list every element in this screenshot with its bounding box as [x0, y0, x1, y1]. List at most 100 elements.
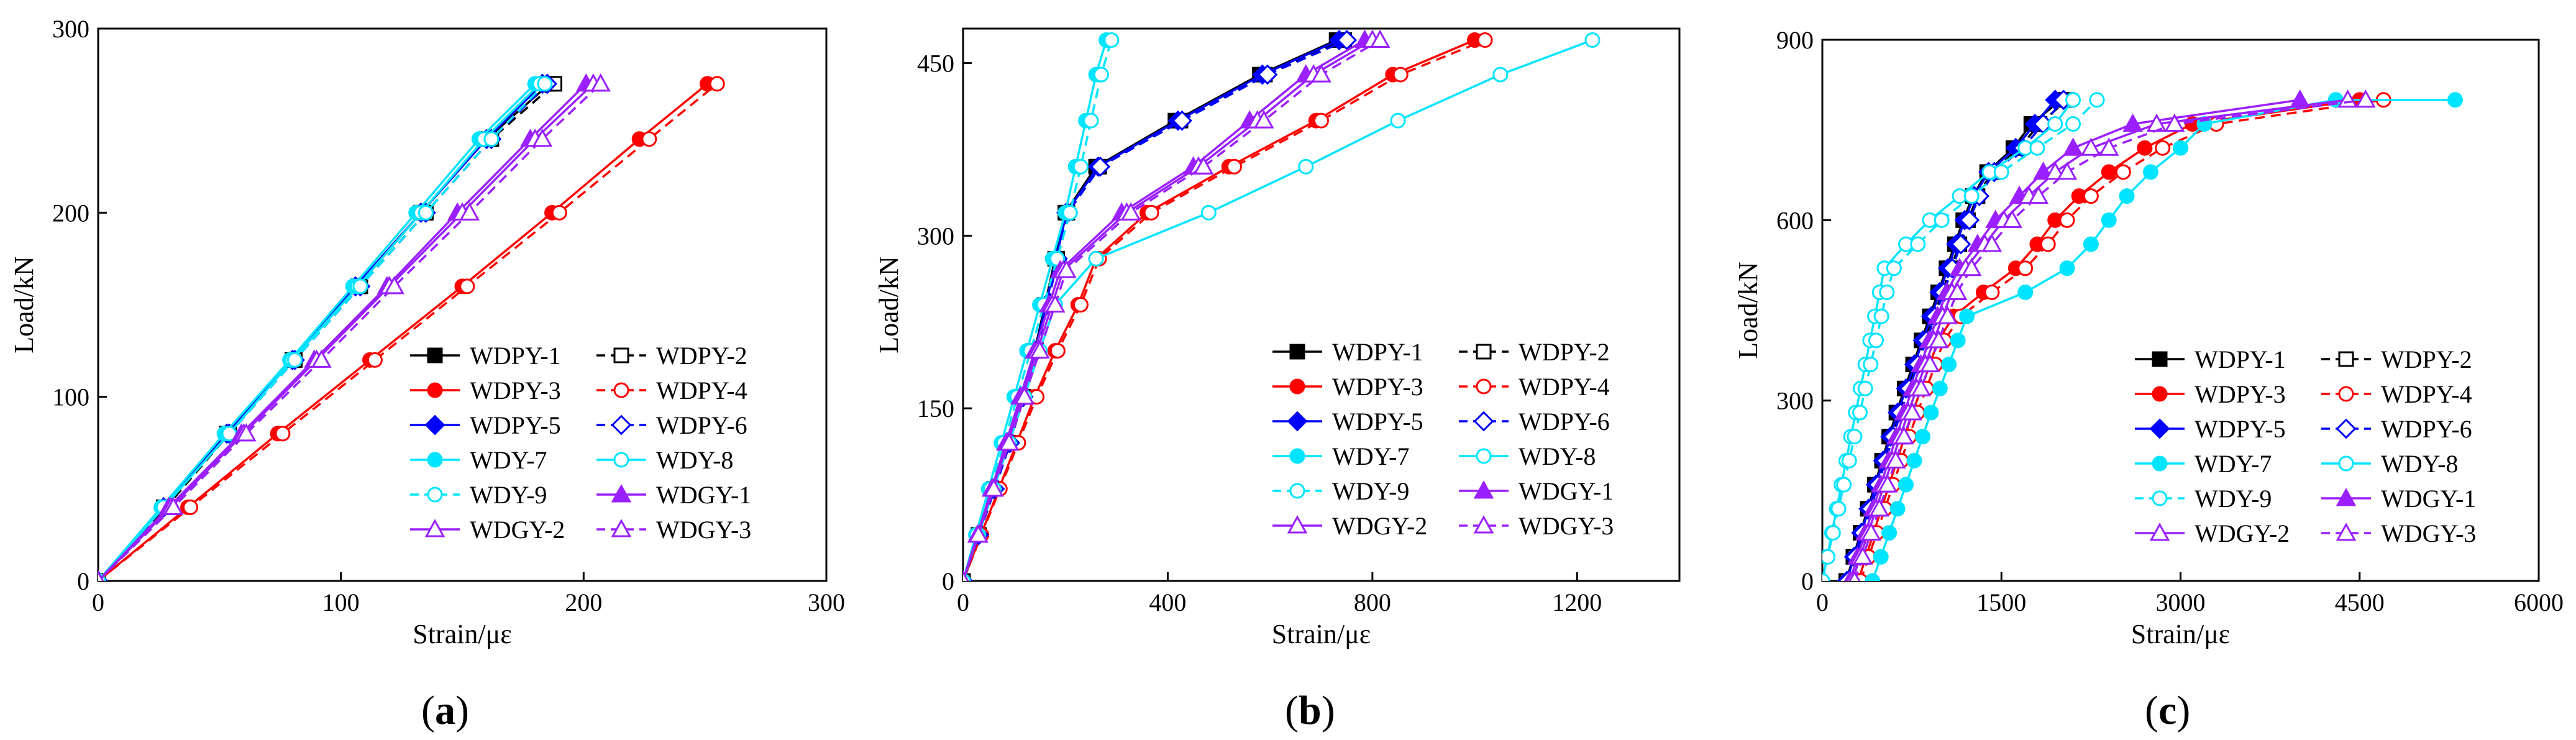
data-point	[1072, 158, 1089, 175]
legend-item: WDPY-6	[2321, 415, 2472, 443]
legend-marker	[1473, 515, 1494, 534]
plot-area	[98, 73, 725, 581]
data-point	[1257, 64, 1278, 85]
data-point	[1950, 332, 1966, 349]
plot-frame	[962, 27, 1681, 582]
data-point	[163, 496, 184, 515]
data-point	[1961, 257, 1982, 276]
data-point	[1030, 340, 1050, 359]
legend-item: WDPY-3	[410, 377, 561, 404]
data-point	[2083, 188, 2099, 204]
legend-label: WDY-7	[2195, 450, 2272, 478]
legend-item: WDPY-5	[410, 411, 561, 439]
plot-area	[963, 29, 1601, 581]
panel-letter: a	[435, 688, 455, 733]
legend-label: WDPY-4	[656, 377, 747, 404]
data-point	[1865, 573, 1881, 581]
legend-item: WDPY-4	[2321, 380, 2472, 408]
legend-label: WDGY-1	[2381, 485, 2476, 513]
data-point	[1984, 284, 2000, 300]
y-tick-label: 600	[1776, 206, 1814, 234]
legend-label: WDPY-3	[470, 377, 561, 404]
x-tick-label: 0	[92, 588, 104, 616]
legend-item: WDY-8	[596, 446, 733, 474]
data-point	[2115, 164, 2131, 180]
panel-label: (c)	[2145, 688, 2190, 733]
chart-panel-a: 0 100 200 300 0 100 200 300 Strain/με Load/kN WDPY…	[9, 15, 845, 733]
data-point	[2164, 113, 2185, 132]
legend-item: WDPY-1	[410, 342, 561, 370]
legend-item: WDGY-3	[2321, 519, 2476, 547]
data-point	[1902, 402, 1923, 421]
data-point	[2063, 137, 2083, 156]
data-point	[551, 204, 567, 221]
legend-item: WDGY-3	[1459, 512, 1614, 540]
chart-panel-c: 0 1500 3000 4500 6000 0 300 600 900 Strain/με Load…	[1733, 26, 2564, 733]
series-wdgy-3	[1848, 89, 2376, 581]
data-point	[286, 352, 303, 368]
y-tick-label: 0	[77, 567, 89, 595]
data-point	[1044, 294, 1066, 313]
series-wdy-7	[1865, 92, 2463, 581]
legend-item: WDY-7	[2135, 450, 2272, 478]
data-point	[1869, 498, 1889, 517]
legend-item: WDY-8	[1459, 442, 1596, 470]
data-point	[1852, 404, 1868, 421]
legend-item: WDPY-5	[2135, 415, 2286, 443]
legend-marker	[427, 486, 443, 503]
series-wdy-9	[1822, 92, 2105, 581]
data-point	[1193, 156, 1214, 175]
data-point	[2028, 185, 2049, 204]
legend-marker	[611, 519, 632, 537]
legend-label: WDY-9	[470, 481, 547, 509]
legend-marker	[1289, 448, 1305, 464]
x-tick-label: 6000	[2514, 588, 2564, 616]
data-point	[2002, 209, 2022, 228]
data-point	[1941, 357, 1957, 373]
data-point	[2065, 116, 2081, 132]
legend-item: WDPY-3	[2135, 380, 2286, 408]
data-point	[311, 349, 332, 368]
data-point	[2033, 162, 2053, 180]
data-point	[2045, 162, 2066, 180]
series-line	[1853, 99, 2366, 581]
legend-marker	[427, 382, 443, 398]
data-point	[1947, 281, 1968, 300]
data-point	[1836, 477, 1852, 493]
data-point	[1911, 378, 1932, 396]
data-point	[1313, 112, 1329, 129]
legend-label: WDGY-2	[2195, 519, 2290, 547]
legend-label: WDPY-1	[1332, 338, 1423, 366]
data-point	[1172, 110, 1192, 131]
data-point	[459, 278, 475, 295]
legend: WDPY-1 WDPY-2 WDPY-3 WDPY-4 WDPY-5 WDPY-6 WDY-…	[410, 342, 751, 544]
data-point	[1873, 549, 1889, 565]
data-point	[2101, 212, 2117, 228]
series-wdpy-4	[98, 76, 725, 581]
data-point	[2047, 116, 2063, 132]
data-point	[1923, 404, 1939, 421]
x-tick-label: 200	[565, 588, 602, 616]
legend-item: WDY-7	[1272, 442, 1409, 470]
plot-area	[1822, 89, 2463, 581]
legend-item: WDGY-2	[2135, 519, 2290, 547]
legend-marker	[1476, 344, 1492, 360]
y-tick-label: 100	[52, 383, 89, 411]
legend-item: WDPY-4	[596, 377, 747, 404]
legend-label: WDPY-5	[1332, 408, 1423, 436]
x-tick-label: 100	[322, 588, 360, 616]
data-point	[1477, 32, 1493, 48]
legend-label: WDGY-2	[1332, 512, 1427, 540]
data-point	[2029, 140, 2045, 156]
data-point	[1959, 209, 1980, 231]
data-point	[2017, 284, 2034, 300]
legend-marker	[2338, 386, 2354, 402]
legend-item: WDGY-2	[1272, 512, 1427, 540]
data-point	[1200, 204, 1217, 221]
legend: WDPY-1 WDPY-2 WDPY-3 WDPY-4 WDPY-5 WDPY-6 WDY-…	[2135, 345, 2476, 547]
legend-label: WDPY-6	[2381, 415, 2472, 443]
legend-label: WDPY-3	[1332, 373, 1423, 401]
plot-frame	[97, 27, 828, 582]
data-point	[1863, 357, 1879, 373]
legend-label: WDPY-6	[656, 411, 747, 439]
